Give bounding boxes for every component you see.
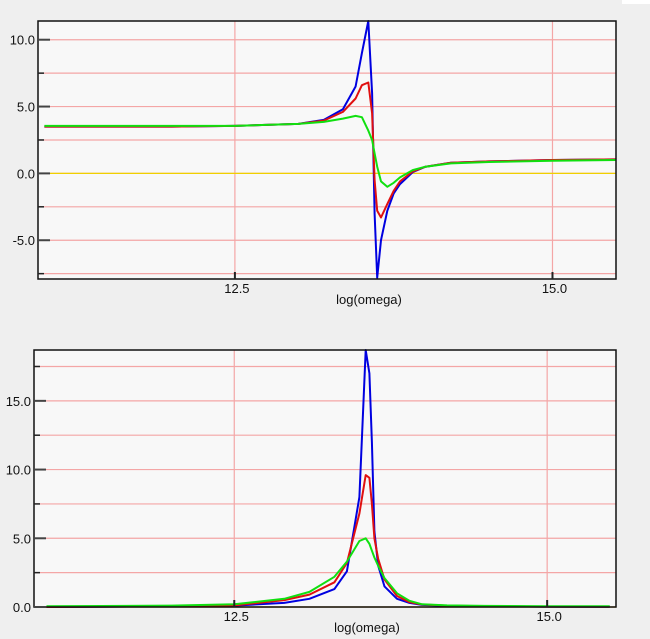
plot-area — [34, 350, 616, 607]
plot-area — [38, 21, 616, 279]
y-tick-label: 0.0 — [13, 600, 31, 615]
series-green — [46, 537, 610, 608]
y-tick-label: 15.0 — [6, 394, 31, 409]
x-axis-title: log(omega) — [336, 292, 402, 307]
bottom-chart-canvas: 0.0 5.0 10.0 15.0 12.5 15.0 log(omega) — [6, 349, 617, 635]
y-tick-label: 10.0 — [10, 33, 35, 48]
series-green — [44, 114, 617, 188]
plot-frame — [37, 20, 617, 280]
y-tick-label: 10.0 — [6, 463, 31, 478]
x-axis-title: log(omega) — [334, 620, 400, 635]
x-tick-label: 12.5 — [224, 281, 249, 296]
top-chart: -5.0 0.0 5.0 10.0 12.5 15.0 log(omega) — [10, 20, 617, 307]
top-chart-canvas: -5.0 0.0 5.0 10.0 12.5 15.0 log(omega) — [10, 20, 617, 307]
y-tick-label: -5.0 — [13, 233, 35, 248]
plot-frame — [33, 349, 617, 608]
y-tick-label: 0.0 — [17, 166, 35, 181]
x-tick-label: 15.0 — [537, 609, 562, 624]
window-corner — [622, 0, 650, 4]
x-tick-label: 12.5 — [224, 609, 249, 624]
bottom-chart: 0.0 5.0 10.0 15.0 12.5 15.0 log(omega) — [0, 330, 650, 639]
y-tick-label: 5.0 — [17, 100, 35, 115]
y-tick-label: 5.0 — [13, 531, 31, 546]
x-tick-label: 15.0 — [542, 281, 567, 296]
